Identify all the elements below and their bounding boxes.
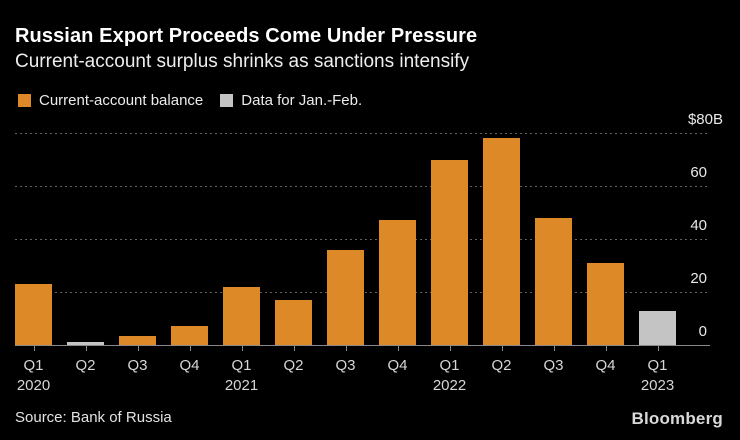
x-axis-year-label-2020: 2020	[16, 377, 51, 394]
x-axis-label-q4-2022: Q4	[595, 357, 616, 374]
x-axis-label-q1-2020: Q1	[23, 357, 44, 374]
legend-item-current-account: Current-account balance	[18, 92, 203, 109]
x-axis-label-q3-2022: Q3	[543, 357, 564, 374]
bar-q4-2020	[171, 326, 208, 345]
gridline-40	[15, 239, 710, 240]
legend-swatch-orange-icon	[18, 94, 31, 107]
gridline-60	[15, 186, 710, 187]
legend-label: Data for Jan.-Feb.	[241, 92, 363, 109]
x-axis-label-q4-2021: Q4	[387, 357, 408, 374]
x-axis-tick-icon	[189, 345, 191, 351]
legend-item-partial-data: Data for Jan.-Feb.	[220, 92, 362, 109]
x-axis-tick-icon	[85, 345, 87, 351]
y-axis-label-20: 20	[690, 270, 707, 287]
legend-swatch-gray-icon	[220, 94, 234, 107]
x-axis-tick-icon	[345, 345, 347, 351]
bar-q3-2021	[327, 249, 364, 345]
x-axis-tick-icon	[553, 345, 555, 351]
chart-subtitle: Current-account surplus shrinks as sanct…	[15, 51, 470, 72]
x-axis-tick-icon	[501, 345, 503, 351]
x-axis-tick-icon	[449, 345, 451, 351]
x-axis-label-q2-2022: Q2	[491, 357, 512, 374]
x-axis-year-label-2023: 2023	[640, 377, 675, 394]
x-axis-tick-icon	[137, 345, 139, 351]
bar-q2-2022	[483, 138, 520, 345]
bar-q1-2021	[223, 286, 260, 345]
bar-q1-2020	[15, 284, 52, 345]
bar-q2-2020	[67, 342, 104, 345]
legend-label: Current-account balance	[39, 92, 204, 109]
x-axis-label-q1-2022: Q1	[439, 357, 460, 374]
y-axis-label-0: 0	[698, 323, 707, 340]
x-axis-label-q3-2021: Q3	[335, 357, 356, 374]
bloomberg-logo: Bloomberg	[631, 409, 723, 428]
gridline-80	[15, 133, 710, 134]
x-axis-tick-icon	[657, 345, 659, 351]
x-axis-label-q4-2020: Q4	[179, 357, 200, 374]
x-axis-label-q1-2023: Q1	[647, 357, 668, 374]
y-axis-label-40: 40	[690, 217, 707, 234]
bar-q3-2020	[119, 335, 156, 345]
y-axis-label-80: $80B	[687, 111, 723, 128]
chart-title: Russian Export Proceeds Come Under Press…	[15, 25, 478, 47]
y-axis-label-60: 60	[690, 164, 707, 181]
x-axis-label-q2-2021: Q2	[283, 357, 304, 374]
source-credit: Source: Bank of Russia	[15, 409, 172, 426]
bar-q3-2022	[535, 217, 572, 345]
x-axis-tick-icon	[605, 345, 607, 351]
bar-q4-2021	[379, 220, 416, 345]
x-axis-label-q1-2021: Q1	[231, 357, 252, 374]
x-axis-tick-icon	[241, 345, 243, 351]
x-axis-tick-icon	[293, 345, 295, 351]
bar-q4-2022	[587, 262, 624, 345]
bar-q1-2022	[431, 159, 468, 345]
bar-q1-2023	[639, 310, 676, 345]
x-axis-label-q2-2020: Q2	[75, 357, 96, 374]
x-axis-baseline	[15, 345, 710, 346]
bar-q2-2021	[275, 299, 312, 345]
x-axis-year-label-2021: 2021	[224, 377, 259, 394]
x-axis-label-q3-2020: Q3	[127, 357, 148, 374]
x-axis-tick-icon	[397, 345, 399, 351]
x-axis-year-label-2022: 2022	[432, 377, 467, 394]
x-axis-tick-icon	[33, 345, 35, 351]
legend: Current-account balance Data for Jan.-Fe…	[18, 92, 362, 109]
